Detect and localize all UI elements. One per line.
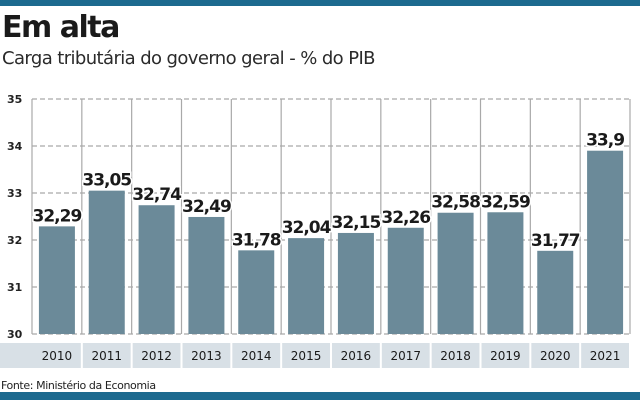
data-label-2020: 31,77 [531,231,580,251]
x-tick-label-2014: 2014 [241,349,272,363]
y-tick-label: 31 [7,281,22,294]
data-label-2011: 33,05 [82,171,131,191]
bar-2017 [387,227,424,334]
x-tick-label-2016: 2016 [341,349,372,363]
year-cell [581,343,629,368]
data-label-2021: 33,9 [586,131,624,151]
data-label-2016: 32,15 [332,213,381,233]
data-label-2013: 32,49 [182,197,231,217]
x-tick-label-2013: 2013 [191,349,222,363]
year-cell [332,343,380,368]
year-cell [531,343,580,368]
top-accent-bar [0,0,640,6]
x-tick-label-2018: 2018 [440,349,471,363]
bar-2016 [337,232,374,334]
source-note: Fonte: Ministério da Economia [1,379,156,392]
x-tick-label-2017: 2017 [390,349,421,363]
data-label-2017: 32,26 [381,208,430,228]
bar-2021 [587,150,624,334]
data-label-2014: 31,78 [232,230,281,250]
data-label-2015: 32,04 [282,218,332,238]
year-cell [82,343,131,368]
bar-2018 [437,212,474,334]
y-tick-label: 34 [7,140,23,153]
x-tick-label-2012: 2012 [141,349,172,363]
bar-2011 [88,190,125,334]
y-tick-label: 35 [7,93,22,106]
bottom-accent-bar [0,392,640,400]
year-cell [0,343,81,368]
year-cell [481,343,530,368]
x-tick-label-2019: 2019 [490,349,521,363]
bars-layer [38,150,624,334]
bar-2013 [188,216,225,334]
bar-2019 [487,212,524,334]
chart-title: Em alta [2,10,120,45]
x-tick-label-2010: 2010 [42,349,73,363]
bar-2020 [537,250,574,334]
year-cell [282,343,330,368]
data-label-2012: 32,74 [132,185,182,205]
year-cell [381,343,430,368]
x-tick-label-2011: 2011 [91,349,122,363]
data-label-2010: 32,29 [33,206,82,226]
x-axis-year-band: 2010 2011 2012 2013 2014 2015 2016 2017 2018 2019… [0,343,629,368]
x-tick-label-2020: 2020 [540,349,571,363]
year-cell [182,343,231,368]
year-cell [431,343,480,368]
data-label-2018: 32,58 [431,193,480,213]
data-label-2019: 32,59 [481,192,530,212]
x-tick-label-2021: 2021 [590,349,621,363]
year-cell [132,343,181,368]
y-tick-label: 33 [7,187,22,200]
bar-2015 [288,238,325,334]
bar-2014 [238,250,275,334]
bar-2012 [138,205,175,334]
y-axis-ticks: 30 31 32 33 34 35 [7,93,23,341]
y-tick-label: 32 [7,234,22,247]
x-tick-label-2015: 2015 [291,349,322,363]
bar-2010 [38,226,75,334]
year-cell [232,343,281,368]
grid-layer [31,98,631,335]
y-tick-label: 30 [7,328,23,341]
chart-subtitle: Carga tributária do governo geral - % do… [2,48,376,69]
